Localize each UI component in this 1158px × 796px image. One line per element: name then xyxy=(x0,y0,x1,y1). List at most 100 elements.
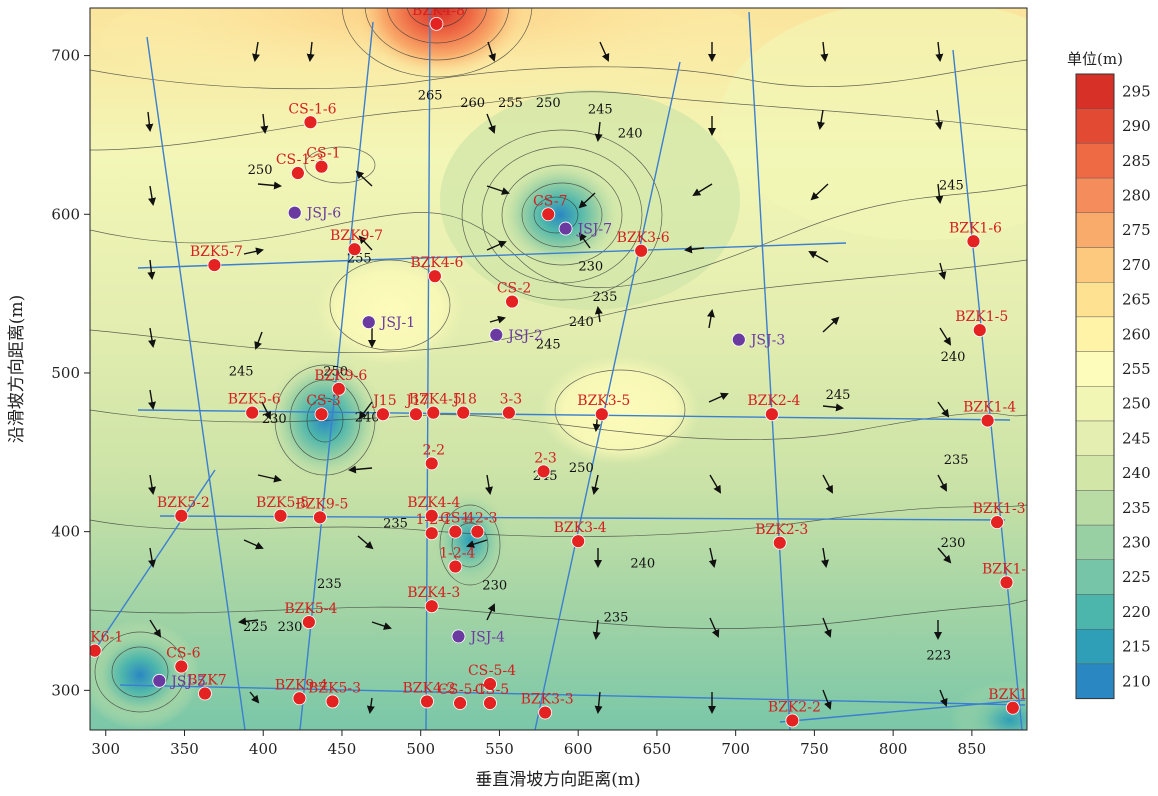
colorbar-tick-label: 210 xyxy=(1122,672,1151,690)
monitor-point-label: JSJ-6 xyxy=(305,206,342,222)
x-tick-label: 500 xyxy=(406,740,435,758)
borehole-marker xyxy=(427,269,442,284)
contour-label: 230 xyxy=(941,536,966,551)
colorbar-cell xyxy=(1075,351,1115,387)
borehole-label: BZK4-3 xyxy=(407,585,460,601)
borehole-label: 2-2 xyxy=(422,442,445,458)
colorbar-tick-label: 255 xyxy=(1122,360,1151,378)
borehole-label: BZK3-5 xyxy=(577,393,630,409)
borehole-marker xyxy=(483,696,497,710)
borehole-marker xyxy=(424,508,439,523)
borehole-marker xyxy=(505,294,519,309)
borehole-label: CS-7 xyxy=(533,193,567,209)
borehole-marker xyxy=(456,405,471,420)
colorbar-cell xyxy=(1075,559,1115,595)
colorbar-tick-label: 295 xyxy=(1122,82,1151,100)
borehole-marker xyxy=(376,407,390,422)
colorbar-cell xyxy=(1075,455,1115,491)
colorbar-cell xyxy=(1075,108,1115,144)
borehole-label: 1-2-4 xyxy=(439,546,475,562)
contour-label: 245 xyxy=(588,103,613,118)
colorbar-cell xyxy=(1075,143,1115,179)
contour-label: 245 xyxy=(536,337,561,352)
borehole-label: CS-4 xyxy=(440,511,475,527)
borehole-marker xyxy=(634,243,649,258)
borehole-label: BZK5-6 xyxy=(228,392,281,408)
borehole-label: BZK3-6 xyxy=(617,230,670,246)
contour-label: 250 xyxy=(323,364,348,379)
monitor-point-label: JSJ-2 xyxy=(506,328,542,344)
borehole-marker xyxy=(325,694,340,709)
colorbar-cell xyxy=(1075,629,1115,665)
y-tick-label: 600 xyxy=(51,205,80,223)
borehole-marker xyxy=(999,575,1014,590)
borehole-marker xyxy=(483,677,497,691)
borehole-marker xyxy=(245,405,260,420)
contour-label: 230 xyxy=(482,579,507,594)
borehole-label: BZK1-4 xyxy=(963,400,1016,416)
monitor-point-label: JSJ-1 xyxy=(379,315,415,331)
monitor-point-marker xyxy=(287,205,302,220)
colorbar-cell xyxy=(1075,247,1115,283)
monitor-point-marker xyxy=(558,221,573,236)
colorbar-tick-label: 240 xyxy=(1122,464,1151,482)
monitor-point-marker xyxy=(451,629,466,644)
contour-label: 250 xyxy=(569,461,594,476)
borehole-marker xyxy=(772,535,787,550)
borehole-marker xyxy=(174,659,189,674)
borehole-label: BZK4-8 xyxy=(412,3,465,19)
colorbar-cell xyxy=(1075,594,1115,630)
borehole-marker xyxy=(541,207,556,222)
monitor-point-label: JSJ-4 xyxy=(469,629,506,645)
borehole-marker xyxy=(409,407,423,422)
x-tick-label: 850 xyxy=(958,740,987,758)
borehole-label: BZK4-6 xyxy=(410,255,463,271)
x-axis-label: 垂直滑坡方向距离(m) xyxy=(475,770,640,790)
contour-label: 245 xyxy=(229,364,254,379)
x-tick-label: 400 xyxy=(249,740,278,758)
borehole-marker xyxy=(303,115,318,130)
contour-label: 235 xyxy=(593,290,618,305)
borehole-marker xyxy=(1005,700,1020,715)
contour-label: 223 xyxy=(926,648,951,663)
colorbar-tick-label: 275 xyxy=(1122,221,1151,239)
contour-label: 230 xyxy=(262,412,287,427)
x-tick-label: 450 xyxy=(328,740,357,758)
x-tick-label: 550 xyxy=(485,740,514,758)
borehole-marker xyxy=(990,515,1004,530)
colorbar-cell xyxy=(1075,490,1115,526)
borehole-label: BZK2-4 xyxy=(747,393,800,409)
contour-label: 240 xyxy=(355,410,380,425)
colorbar-tick-label: 220 xyxy=(1122,603,1151,621)
borehole-label: BZK7 xyxy=(187,673,226,689)
contour-label: 230 xyxy=(578,260,603,275)
colorbar-tick-label: 290 xyxy=(1122,117,1151,135)
borehole-marker xyxy=(448,524,463,539)
borehole-label: BZK3-3 xyxy=(521,692,574,708)
borehole-label: BZK9-6 xyxy=(314,368,367,384)
colorbar-tick-label: 235 xyxy=(1122,499,1151,517)
borehole-marker xyxy=(420,694,434,709)
borehole-label: 2-3 xyxy=(534,450,557,466)
x-tick-label: 350 xyxy=(170,740,199,758)
borehole-marker xyxy=(314,407,329,422)
contour-label: 240 xyxy=(618,126,643,141)
monitor-point-marker xyxy=(361,315,376,330)
borehole-marker xyxy=(501,405,516,420)
borehole-label: CS-6 xyxy=(166,646,201,662)
colorbar: 单位(m) 295 290 285 280 275 270 265 260 255 250 245 2… xyxy=(1067,50,1151,700)
borehole-label: CS-1-3 xyxy=(276,152,324,168)
borehole-label: CS-1-6 xyxy=(288,101,336,117)
borehole-marker xyxy=(571,534,586,549)
borehole-label: CS-5 xyxy=(475,682,509,698)
contour-label: 235 xyxy=(944,453,969,468)
borehole-marker xyxy=(429,16,444,31)
contour-label: 235 xyxy=(317,577,342,592)
colorbar-cell xyxy=(1075,177,1115,214)
contour-label: 245 xyxy=(939,179,964,194)
borehole-label: BZK5-7 xyxy=(190,244,243,260)
colorbar-tick-label: 265 xyxy=(1122,291,1151,309)
x-tick-label: 750 xyxy=(800,740,829,758)
borehole-label: J17 xyxy=(404,393,429,409)
